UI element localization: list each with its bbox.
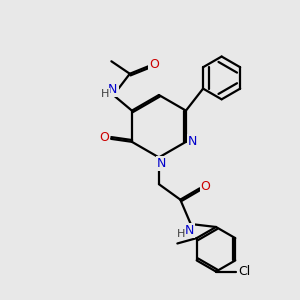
Text: O: O xyxy=(201,180,211,194)
Text: N: N xyxy=(188,135,197,148)
Text: N: N xyxy=(184,224,194,237)
Text: O: O xyxy=(100,131,110,144)
Text: H: H xyxy=(177,230,185,239)
Text: H: H xyxy=(101,89,109,99)
Text: O: O xyxy=(149,58,159,71)
Text: Cl: Cl xyxy=(238,265,250,278)
Text: N: N xyxy=(157,158,167,170)
Text: N: N xyxy=(108,83,118,96)
